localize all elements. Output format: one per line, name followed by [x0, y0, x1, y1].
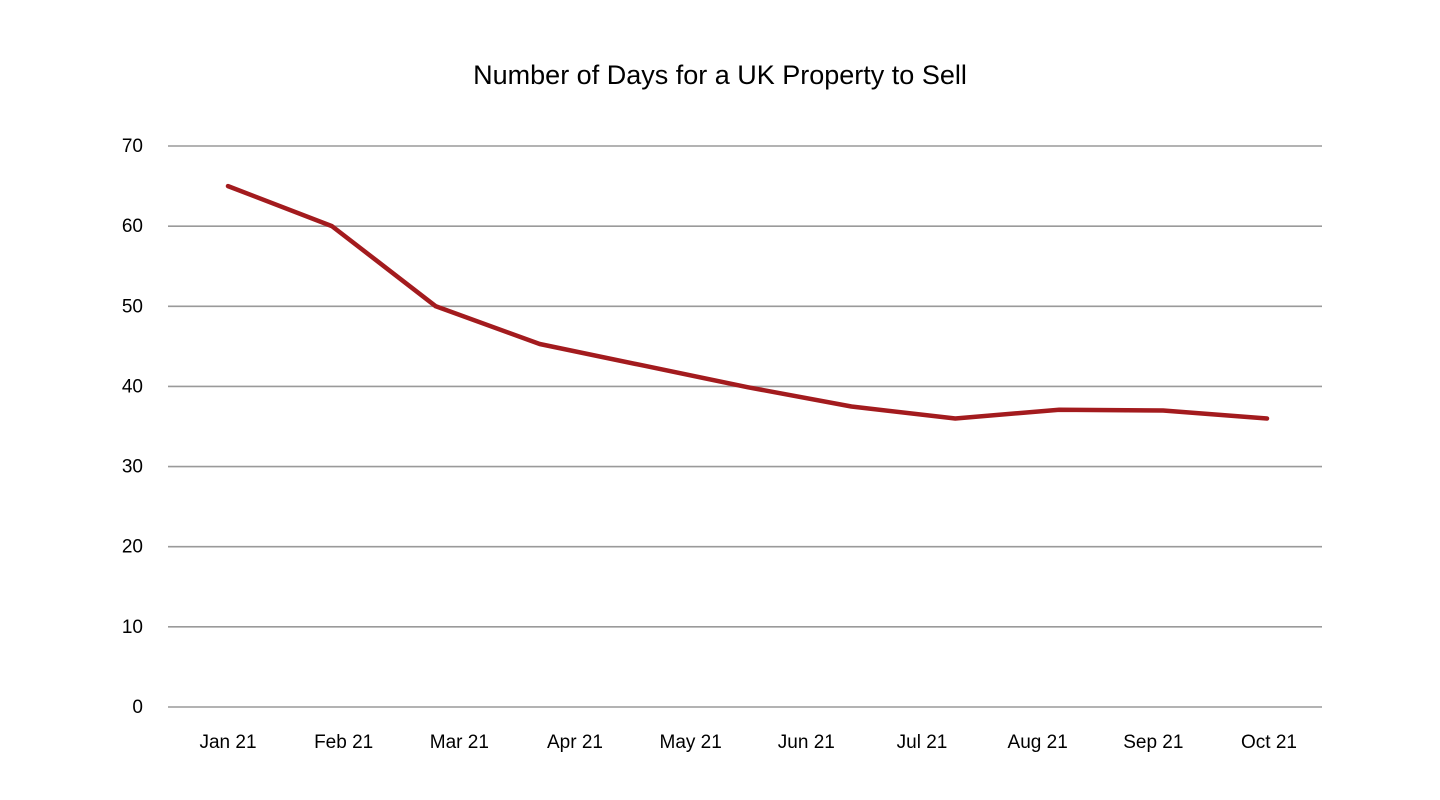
y-axis-tick-labels: 0 10 20 30 40 50 60 70 [122, 136, 143, 718]
y-tick-label-30: 30 [122, 457, 143, 478]
y-tick-label-70: 70 [122, 136, 143, 157]
x-tick-label-jul-21: Jul 21 [897, 732, 948, 753]
y-tick-label-0: 0 [132, 697, 143, 718]
y-tick-label-50: 50 [122, 296, 143, 317]
chart-title: Number of Days for a UK Property to Sell [473, 60, 967, 90]
series-line-days-to-sell [225, 183, 1270, 421]
x-tick-label-mar-21: Mar 21 [430, 732, 489, 753]
x-tick-label-may-21: May 21 [660, 732, 722, 753]
x-tick-label-sep-21: Sep 21 [1123, 732, 1183, 753]
x-tick-label-aug-21: Aug 21 [1008, 732, 1068, 753]
x-tick-label-feb-21: Feb 21 [314, 732, 373, 753]
x-tick-label-jun-21: Jun 21 [778, 732, 835, 753]
x-tick-label-oct-21: Oct 21 [1241, 732, 1297, 753]
x-tick-label-apr-21: Apr 21 [547, 732, 603, 753]
y-tick-label-10: 10 [122, 617, 143, 638]
y-tick-label-40: 40 [122, 376, 143, 397]
x-axis-tick-labels: Jan 21 Feb 21 Mar 21 Apr 21 May 21 Jun 21 Jul … [199, 732, 1297, 753]
gridlines [168, 145, 1322, 708]
y-tick-label-20: 20 [122, 537, 143, 558]
y-tick-label-60: 60 [122, 216, 143, 237]
series-layer [225, 183, 1270, 421]
x-tick-label-jan-21: Jan 21 [199, 732, 256, 753]
